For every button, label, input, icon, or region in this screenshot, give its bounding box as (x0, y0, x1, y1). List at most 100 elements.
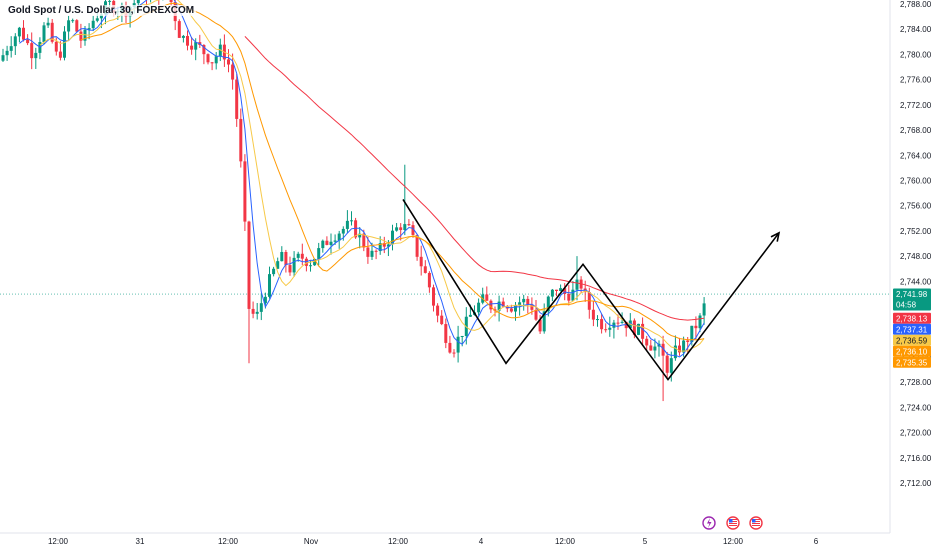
time-tick-label: Nov (304, 537, 318, 546)
candle (641, 317, 644, 345)
candle (448, 336, 451, 354)
candle (182, 35, 185, 43)
price-badge-label: 2,737.31 (896, 325, 928, 334)
candle (79, 24, 82, 48)
candle (604, 323, 607, 332)
candle (485, 286, 488, 300)
candle (6, 46, 9, 61)
candle (215, 52, 218, 69)
candle (350, 211, 353, 225)
price-badge-label: 2,741.98 (896, 290, 928, 299)
candle (420, 246, 423, 276)
candle (30, 32, 33, 69)
candle (678, 338, 681, 356)
candle (424, 260, 427, 273)
price-tick-label: 2,788.00 (900, 0, 932, 9)
flag-stripe (729, 523, 737, 524)
flag-stripe (752, 523, 760, 524)
candle (289, 257, 292, 276)
candle (453, 349, 456, 357)
price-badge-label: 2,735.35 (896, 358, 928, 367)
candle (239, 109, 242, 168)
candle (14, 33, 17, 55)
flag-canton (729, 519, 733, 523)
candle (149, 0, 152, 2)
candle (22, 20, 25, 41)
flag-stripe (752, 525, 760, 526)
candle (330, 233, 333, 254)
price-tick-label: 2,712.00 (900, 479, 932, 488)
candle (34, 48, 37, 69)
price-tick-label: 2,756.00 (900, 202, 932, 211)
candle (440, 310, 443, 325)
candle (576, 256, 579, 300)
candle (416, 234, 419, 260)
candle (207, 53, 210, 64)
candle (280, 246, 283, 261)
candle (481, 288, 484, 305)
candle (375, 249, 378, 259)
candle (608, 317, 611, 337)
candle (662, 336, 665, 401)
candle (272, 267, 275, 277)
candle (198, 35, 201, 48)
candle (457, 326, 460, 363)
candle (293, 251, 296, 277)
candle (395, 223, 398, 232)
candle (223, 34, 226, 67)
price-tick-label: 2,764.00 (900, 151, 932, 160)
time-tick-label: 12:00 (48, 537, 69, 546)
candle (592, 301, 595, 326)
time-tick-label: 5 (643, 537, 648, 546)
price-tick-label: 2,728.00 (900, 378, 932, 387)
price-badge-label: 2,738.13 (896, 314, 928, 323)
candle (75, 19, 78, 32)
price-tick-label: 2,768.00 (900, 126, 932, 135)
candle (186, 31, 189, 51)
candle (358, 227, 361, 248)
price-badge-label: 2,736.10 (896, 347, 928, 356)
candle (252, 302, 255, 319)
candle (428, 271, 431, 293)
candle (612, 320, 615, 339)
candle (248, 221, 251, 364)
price-tick-label: 2,720.00 (900, 429, 932, 438)
time-tick-label: 4 (479, 537, 484, 546)
candle (71, 19, 74, 23)
candle (92, 16, 95, 31)
moving-average-line-4 (245, 36, 704, 320)
time-tick-label: 31 (136, 537, 145, 546)
price-badge-countdown: 04:58 (896, 301, 917, 310)
candle (227, 49, 230, 72)
candle (391, 225, 394, 251)
moving-average-line-2 (40, 0, 704, 351)
candle (67, 16, 70, 40)
moving-average-line-3 (81, 3, 704, 340)
chart-title: Gold Spot / U.S. Dollar, 30, FOREXCOM (6, 5, 196, 16)
time-tick-label: 12:00 (388, 537, 409, 546)
candle (551, 289, 554, 301)
price-tick-label: 2,784.00 (900, 25, 932, 34)
price-tick-label: 2,760.00 (900, 176, 932, 185)
candle (178, 19, 181, 38)
price-badge-label: 2,736.59 (896, 336, 928, 345)
candle (649, 340, 652, 351)
candle (571, 281, 574, 302)
candle (477, 298, 480, 315)
price-tick-label: 2,744.00 (900, 277, 932, 286)
price-tick-label: 2,776.00 (900, 76, 932, 85)
candle (47, 18, 50, 28)
price-tick-label: 2,772.00 (900, 101, 932, 110)
time-tick-label: 6 (814, 537, 819, 546)
candle (522, 295, 525, 311)
candle (43, 22, 46, 44)
price-tick-label: 2,716.00 (900, 454, 932, 463)
candle (407, 219, 410, 226)
candle (346, 210, 349, 233)
candle (432, 285, 435, 312)
candle (666, 352, 669, 379)
candle (555, 290, 558, 296)
candle (596, 315, 599, 327)
